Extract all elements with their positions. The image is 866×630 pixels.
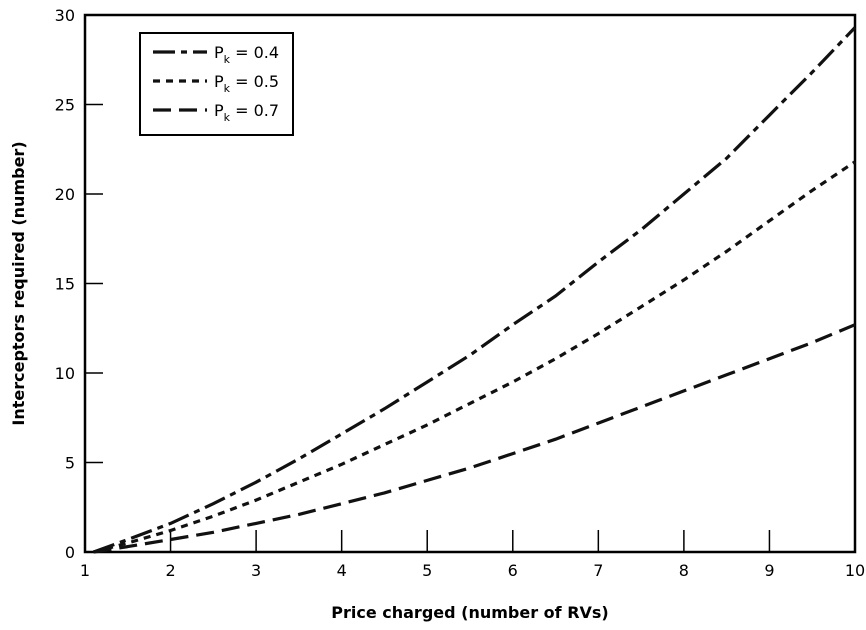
series-line-1 (93, 26, 857, 554)
y-tick-label: 25 (55, 96, 75, 115)
y-tick-label: 5 (65, 454, 75, 473)
x-tick-label: 2 (165, 561, 175, 580)
x-tick-label: 3 (251, 561, 261, 580)
x-tick-label: 4 (337, 561, 347, 580)
x-axis-title: Price charged (number of RVs) (331, 603, 609, 622)
legend-label-3: Pk = 0.7 (214, 101, 279, 124)
y-axis-title: Interceptors required (number) (9, 141, 28, 425)
legend: Pk = 0.4 Pk = 0.5 Pk = 0.7 (139, 32, 294, 136)
y-tick-label: 15 (55, 275, 75, 294)
legend-label-1: Pk = 0.4 (214, 43, 279, 66)
plot-area: 1 2 3 4 5 6 7 8 9 10 0 5 10 15 20 25 30 (55, 6, 866, 580)
legend-box (139, 32, 294, 136)
y-tick-label: 10 (55, 364, 75, 383)
series-line-2 (93, 160, 856, 554)
x-tick-label: 1 (80, 561, 90, 580)
x-tick-label: 10 (845, 561, 865, 580)
y-tick-label: 0 (65, 543, 75, 562)
legend-label-2: Pk = 0.5 (214, 72, 279, 95)
y-tick-label: 20 (55, 185, 75, 204)
x-tick-label: 5 (422, 561, 432, 580)
x-tick-label: 9 (764, 561, 774, 580)
x-tick-label: 7 (593, 561, 603, 580)
x-tick-label: 6 (508, 561, 518, 580)
y-tick-label: 30 (55, 6, 75, 25)
series-line-3 (93, 323, 856, 554)
x-tick-label: 8 (679, 561, 689, 580)
